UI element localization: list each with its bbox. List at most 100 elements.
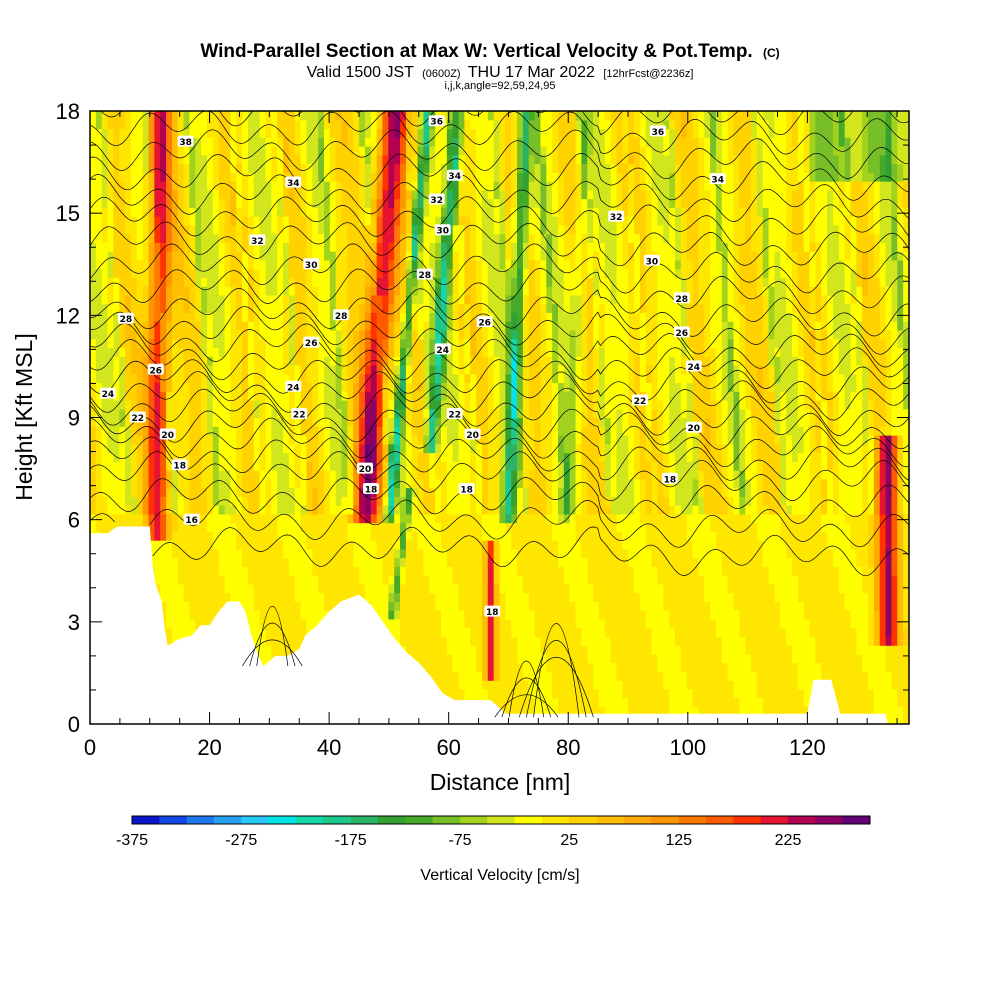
velocity-cell — [335, 224, 343, 235]
velocity-cell — [183, 172, 191, 182]
velocity-cell — [125, 128, 132, 138]
velocity-cell — [271, 303, 278, 314]
velocity-cell — [242, 119, 249, 130]
velocity-cell — [230, 251, 237, 261]
velocity-cell — [236, 347, 243, 357]
velocity-cell — [452, 610, 460, 620]
velocity-cell — [148, 286, 155, 296]
velocity-cell — [499, 347, 506, 357]
velocity-cell — [300, 592, 308, 602]
velocity-cell — [113, 216, 120, 226]
velocity-cell — [464, 653, 471, 664]
velocity-cell — [218, 575, 226, 585]
velocity-cell — [481, 408, 489, 419]
velocity-cell — [411, 259, 419, 270]
velocity-cell — [265, 601, 272, 611]
velocity-cell — [177, 470, 185, 480]
velocity-cell — [277, 242, 284, 252]
velocity-cell — [324, 592, 331, 602]
velocity-cell — [201, 242, 208, 252]
velocity-cell — [458, 662, 465, 673]
velocity-cell — [324, 364, 331, 375]
velocity-cell — [405, 610, 413, 620]
velocity-cell — [458, 338, 465, 349]
velocity-cell — [300, 146, 308, 156]
velocity-cell — [499, 470, 506, 480]
velocity-cell — [435, 680, 442, 690]
velocity-cell — [259, 373, 267, 384]
velocity-cell — [294, 601, 302, 611]
velocity-cell — [335, 128, 343, 138]
velocity-cell — [435, 513, 442, 524]
velocity-cell — [148, 216, 155, 226]
velocity-cell — [441, 268, 448, 278]
velocity-cell — [242, 575, 249, 585]
velocity-cell — [441, 575, 448, 585]
velocity-cell — [125, 364, 132, 375]
velocity-cell — [493, 688, 501, 699]
velocity-cell — [347, 251, 354, 261]
velocity-cell — [130, 154, 138, 165]
velocity-cell — [435, 268, 442, 278]
velocity-cell — [95, 470, 103, 480]
velocity-cell — [183, 435, 191, 445]
velocity-cell — [288, 373, 296, 384]
velocity-cell — [306, 487, 313, 497]
velocity-cell — [195, 312, 202, 322]
velocity-cell — [136, 216, 144, 226]
velocity-cell — [247, 216, 255, 226]
velocity-cell — [259, 408, 267, 419]
velocity-cell — [481, 356, 489, 366]
velocity-cell — [171, 277, 179, 287]
velocity-cell — [499, 391, 506, 401]
velocity-cell — [142, 426, 150, 436]
velocity-cell — [113, 426, 120, 436]
velocity-cell — [277, 478, 284, 489]
velocity-cell — [271, 364, 278, 375]
velocity-cell — [499, 268, 506, 278]
velocity-cell — [201, 583, 208, 594]
velocity-cell — [470, 505, 477, 515]
velocity-cell — [113, 128, 120, 138]
velocity-cell — [130, 259, 138, 270]
velocity-cell — [148, 172, 155, 182]
velocity-cell — [400, 268, 407, 278]
velocity-cell — [224, 321, 231, 331]
velocity-cell — [335, 242, 343, 252]
velocity-cell — [154, 426, 161, 436]
velocity-cell — [312, 496, 319, 506]
velocity-cell — [423, 540, 430, 550]
velocity-cell — [230, 531, 237, 541]
velocity-cell — [388, 224, 395, 235]
velocity-cell — [171, 286, 179, 296]
velocity-cell — [306, 137, 313, 147]
velocity-cell — [160, 111, 167, 121]
velocity-cell — [306, 618, 313, 629]
velocity-cell — [277, 627, 284, 638]
velocity-cell — [236, 146, 243, 156]
velocity-cell — [411, 408, 419, 419]
velocity-cell — [417, 601, 425, 611]
velocity-cell — [458, 137, 465, 147]
velocity-cell — [130, 303, 138, 314]
velocity-cell — [452, 531, 460, 541]
velocity-cell — [189, 399, 196, 410]
velocity-cell — [183, 224, 191, 235]
velocity-cell — [148, 426, 155, 436]
velocity-cell — [189, 452, 196, 462]
velocity-cell — [119, 321, 126, 331]
velocity-cell — [136, 470, 144, 480]
velocity-cell — [277, 198, 284, 208]
velocity-cell — [470, 566, 477, 576]
velocity-cell — [417, 548, 425, 559]
velocity-cell — [154, 198, 161, 208]
velocity-cell — [476, 548, 483, 559]
velocity-cell — [288, 207, 296, 217]
velocity-cell — [247, 540, 255, 550]
velocity-cell — [423, 172, 430, 182]
velocity-cell — [288, 189, 296, 200]
velocity-cell — [119, 146, 126, 156]
velocity-cell — [335, 356, 343, 366]
velocity-cell — [125, 181, 132, 191]
velocity-cell — [341, 137, 348, 147]
